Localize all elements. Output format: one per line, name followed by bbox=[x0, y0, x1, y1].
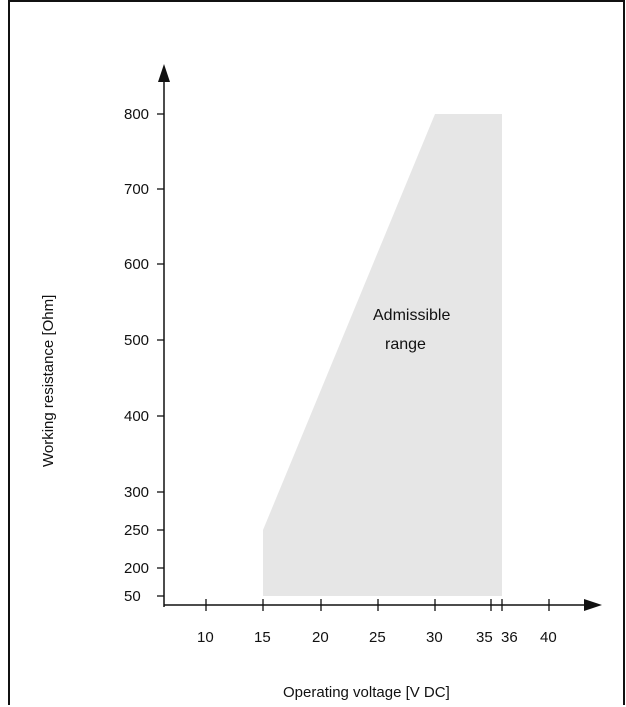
x-tick-label: 20 bbox=[312, 629, 329, 646]
x-ticks: 10 15 20 25 30 35 36 40 bbox=[197, 599, 557, 646]
x-tick-label: 35 bbox=[476, 629, 493, 646]
x-tick-label: 10 bbox=[197, 629, 214, 646]
region-annotation-line-1: Admissible bbox=[373, 307, 450, 324]
x-axis-arrow-icon bbox=[584, 599, 602, 611]
x-tick-label: 30 bbox=[426, 629, 443, 646]
y-tick-label: 250 bbox=[124, 522, 149, 539]
y-tick-label: 400 bbox=[124, 408, 149, 425]
chart-frame: 50 200 250 300 400 500 600 700 800 10 15 20 25 30 35 3… bbox=[8, 0, 625, 705]
x-tick-label: 25 bbox=[369, 629, 386, 646]
y-tick-label: 500 bbox=[124, 332, 149, 349]
y-tick-label: 200 bbox=[124, 560, 149, 577]
y-tick-label: 700 bbox=[124, 181, 149, 198]
y-tick-label: 600 bbox=[124, 256, 149, 273]
x-tick-label: 15 bbox=[254, 629, 271, 646]
y-tick-label: 50 bbox=[124, 588, 141, 605]
admissible-region bbox=[263, 114, 502, 596]
y-ticks: 50 200 250 300 400 500 600 700 800 bbox=[124, 106, 164, 605]
y-axis-label: Working resistance [Ohm] bbox=[40, 295, 57, 467]
x-axis-label: Operating voltage [V DC] bbox=[283, 684, 450, 701]
region-annotation-line-2: range bbox=[385, 336, 426, 353]
x-tick-label: 36 bbox=[501, 629, 518, 646]
x-tick-label: 40 bbox=[540, 629, 557, 646]
y-tick-label: 800 bbox=[124, 106, 149, 123]
chart-svg: 50 200 250 300 400 500 600 700 800 10 15 20 25 30 35 3… bbox=[40, 64, 602, 701]
y-axis-arrow-icon bbox=[158, 64, 170, 82]
y-tick-label: 300 bbox=[124, 484, 149, 501]
